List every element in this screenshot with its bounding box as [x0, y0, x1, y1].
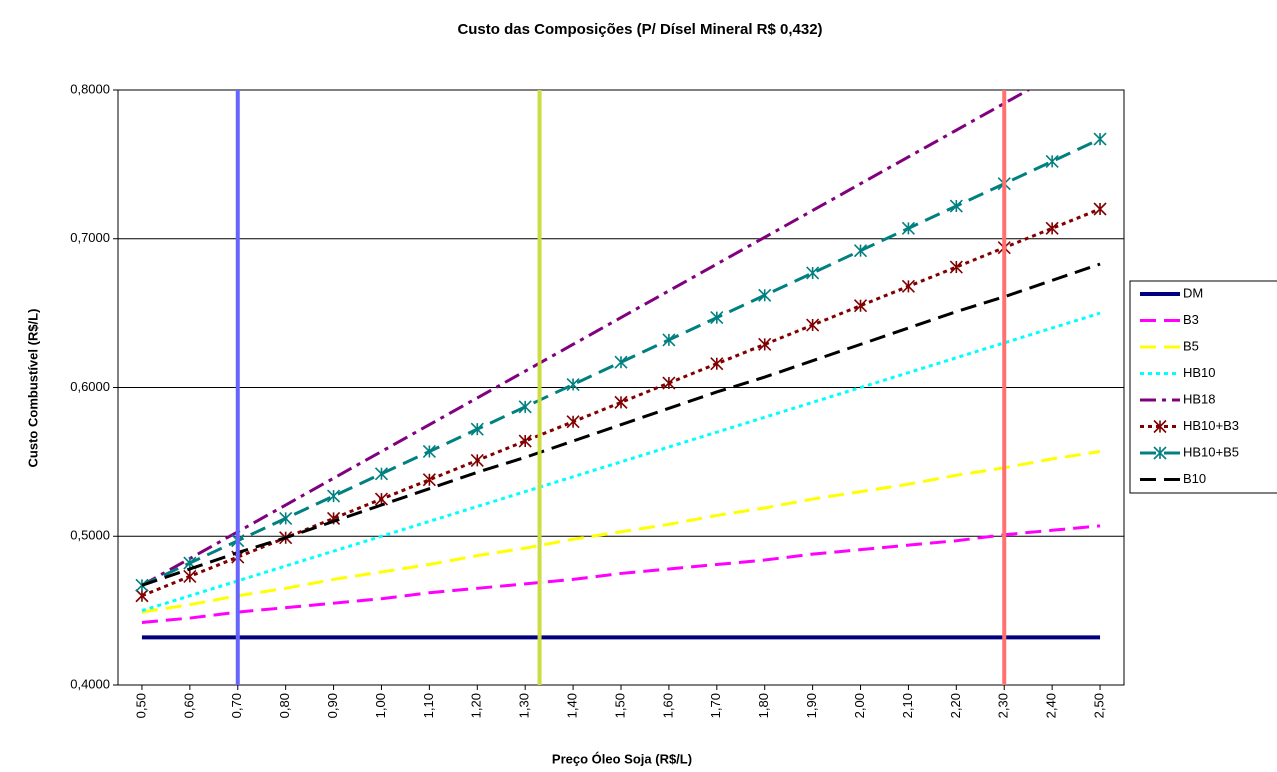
- series-line: [141, 90, 1032, 587]
- point-marker: [327, 489, 341, 503]
- point-marker: [135, 578, 149, 592]
- x-tick-label: 0,50: [133, 693, 148, 718]
- x-tick-label: 1,10: [421, 693, 436, 718]
- x-tick-label: 1,60: [660, 693, 675, 718]
- x-axis-label: Preço Óleo Soja (R$/L): [552, 751, 692, 766]
- legend-label: B5: [1183, 338, 1199, 353]
- point-marker: [279, 511, 293, 525]
- x-tick-label: 1,20: [469, 693, 484, 718]
- point-marker: [662, 333, 676, 347]
- point-marker: [422, 473, 436, 487]
- plot-area: [117, 89, 1125, 686]
- series-line: [141, 524, 1101, 625]
- legend-marker: [1153, 419, 1167, 434]
- point-marker: [949, 260, 963, 274]
- x-tick-label: 2,00: [852, 693, 867, 718]
- point-marker: [1045, 154, 1059, 168]
- point-marker: [470, 453, 484, 467]
- y-tick-label: 0,5000: [70, 528, 110, 543]
- x-tick-label: 1,90: [804, 693, 819, 718]
- x-tick-label: 0,80: [277, 693, 292, 718]
- point-marker: [422, 444, 436, 459]
- series-line: [141, 449, 1101, 614]
- x-tick-label: 0,60: [181, 693, 196, 718]
- x-tick-label: 2,30: [996, 693, 1011, 718]
- y-tick-label: 0,8000: [70, 81, 110, 96]
- point-marker: [566, 377, 580, 392]
- y-tick-label: 0,7000: [70, 230, 110, 245]
- legend-box: [1129, 280, 1277, 494]
- point-marker: [470, 422, 484, 436]
- point-marker: [518, 400, 532, 414]
- x-tick-label: 1,70: [708, 693, 723, 718]
- point-marker: [853, 299, 868, 313]
- legend-marker: [1153, 446, 1167, 460]
- legend-label: HB10+B5: [1183, 444, 1239, 459]
- legend-label: HB18: [1183, 391, 1216, 406]
- chart-title: Custo das Composições (P/ Dísel Mineral …: [457, 21, 822, 38]
- point-marker: [1093, 132, 1107, 146]
- x-tick-label: 0,70: [229, 693, 244, 718]
- point-marker: [758, 337, 772, 351]
- point-marker: [135, 589, 149, 603]
- x-tick-label: 1,30: [517, 693, 532, 718]
- point-marker: [901, 221, 915, 235]
- legend-label: DM: [1183, 285, 1203, 300]
- x-tick-label: 1,50: [612, 693, 627, 718]
- x-tick-label: 1,40: [565, 693, 580, 718]
- point-marker: [758, 288, 772, 302]
- x-tick-label: 0,90: [325, 693, 340, 718]
- x-tick-label: 2,20: [948, 693, 963, 718]
- x-tick-label: 2,50: [1091, 693, 1106, 718]
- y-axis-label: Custo Combustível (R$/L): [25, 309, 40, 468]
- point-marker: [183, 569, 197, 583]
- x-tick-label: 1,80: [756, 693, 771, 718]
- point-marker: [710, 311, 724, 325]
- point-marker: [518, 434, 532, 448]
- point-marker: [949, 199, 963, 213]
- point-marker: [806, 318, 820, 332]
- series-line: [141, 262, 1101, 587]
- point-marker: [853, 244, 868, 258]
- legend-label: B3: [1183, 312, 1199, 327]
- x-tick-label: 1,00: [373, 693, 388, 718]
- point-marker: [374, 467, 389, 481]
- point-marker: [614, 395, 628, 409]
- y-tick-label: 0,6000: [70, 379, 110, 394]
- point-marker: [1045, 221, 1059, 235]
- point-marker: [710, 357, 724, 371]
- point-marker: [662, 376, 676, 390]
- y-tick-label: 0,4000: [70, 676, 110, 691]
- point-marker: [1093, 202, 1107, 216]
- x-tick-label: 2,40: [1044, 693, 1059, 718]
- legend-label: HB10+B3: [1183, 418, 1239, 433]
- x-tick-label: 2,10: [900, 693, 915, 718]
- point-marker: [806, 266, 820, 280]
- point-marker: [374, 492, 389, 506]
- legend-label: B10: [1183, 471, 1206, 486]
- point-marker: [901, 279, 915, 293]
- plot-clip: [135, 90, 1107, 640]
- point-marker: [614, 355, 628, 369]
- legend-label: HB10: [1183, 365, 1216, 380]
- point-marker: [566, 415, 580, 429]
